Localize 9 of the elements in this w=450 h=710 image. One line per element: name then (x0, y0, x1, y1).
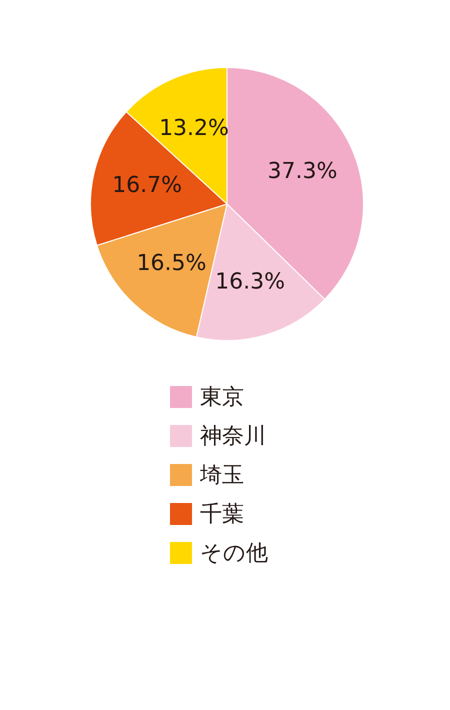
data-label: 16.3% (215, 269, 286, 294)
data-label: 37.3% (268, 158, 338, 184)
legend-label: 千葉 (200, 500, 244, 528)
legend-label: 神奈川 (200, 422, 266, 450)
data-label: 16.7% (112, 173, 182, 198)
legend-label: 東京 (200, 384, 244, 412)
legend-label: 埼玉 (200, 462, 244, 490)
legend-label: その他 (200, 540, 268, 568)
data-label: 16.5% (136, 250, 206, 276)
